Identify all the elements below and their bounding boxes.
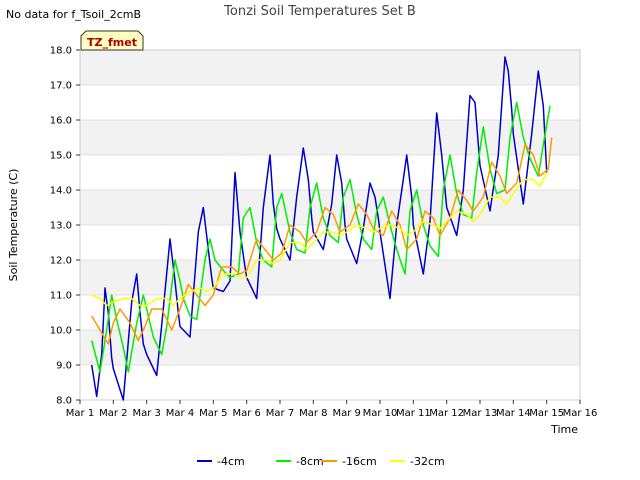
x-tick-label: Mar 14 xyxy=(496,408,531,419)
series-line-8cmcm xyxy=(90,101,551,373)
y-tick-label: 13.0 xyxy=(50,221,72,232)
y-tick-label: 15.0 xyxy=(50,151,72,162)
y-tick-label: 18.0 xyxy=(50,46,72,57)
x-tick-label: Mar 7 xyxy=(266,408,294,419)
plot-band xyxy=(80,330,580,365)
plot-band xyxy=(80,365,580,400)
plot-band xyxy=(80,50,580,85)
y-tick-label: 17.0 xyxy=(50,81,72,92)
x-tick-label: Mar 10 xyxy=(363,408,398,419)
x-tick-label: Mar 3 xyxy=(132,408,160,419)
y-tick-label: 11.0 xyxy=(50,291,72,302)
x-tick-label: Mar 16 xyxy=(563,408,598,419)
legend-label: -32cm xyxy=(410,455,445,468)
no-data-note: No data for f_Tsoil_2cmB xyxy=(6,8,142,21)
legend-label: -8cm xyxy=(296,455,324,468)
plot-band xyxy=(80,120,580,155)
x-tick-label: Mar 5 xyxy=(199,408,227,419)
series-line-32cmcm xyxy=(91,172,548,307)
plot-band xyxy=(80,155,580,190)
y-tick-label: 12.0 xyxy=(50,256,72,267)
x-tick-label: Mar 11 xyxy=(396,408,431,419)
x-axis-label: Time xyxy=(550,423,578,436)
x-tick-label: Mar 15 xyxy=(529,408,564,419)
series-line-16cmcm xyxy=(91,137,553,345)
series-line-4cmcm xyxy=(90,56,548,401)
x-tick-label: Mar 13 xyxy=(463,408,498,419)
plot-band xyxy=(80,260,580,295)
y-tick-label: 10.0 xyxy=(50,326,72,337)
legend-label: -16cm xyxy=(342,455,377,468)
x-tick-label: Mar 1 xyxy=(66,408,94,419)
y-axis-label: Soil Temperature (C) xyxy=(7,169,20,282)
x-tick-label: Mar 12 xyxy=(429,408,464,419)
y-tick-label: 14.0 xyxy=(50,186,72,197)
tz-fmet-label: TZ_fmet xyxy=(87,36,137,49)
plot-band xyxy=(80,190,580,225)
y-tick-label: 8.0 xyxy=(56,396,72,407)
x-tick-label: Mar 6 xyxy=(232,408,260,419)
x-tick-label: Mar 8 xyxy=(299,408,327,419)
x-tick-label: Mar 4 xyxy=(166,408,194,419)
x-tick-label: Mar 2 xyxy=(99,408,127,419)
plot-band xyxy=(80,85,580,120)
x-tick-label: Mar 9 xyxy=(332,408,360,419)
tz-fmet-box xyxy=(80,30,144,51)
y-tick-label: 9.0 xyxy=(56,361,72,372)
plot-band xyxy=(80,225,580,260)
legend-label: -4cm xyxy=(217,455,245,468)
chart-title: Tonzi Soil Temperatures Set B xyxy=(223,4,416,19)
y-tick-label: 16.0 xyxy=(50,116,72,127)
